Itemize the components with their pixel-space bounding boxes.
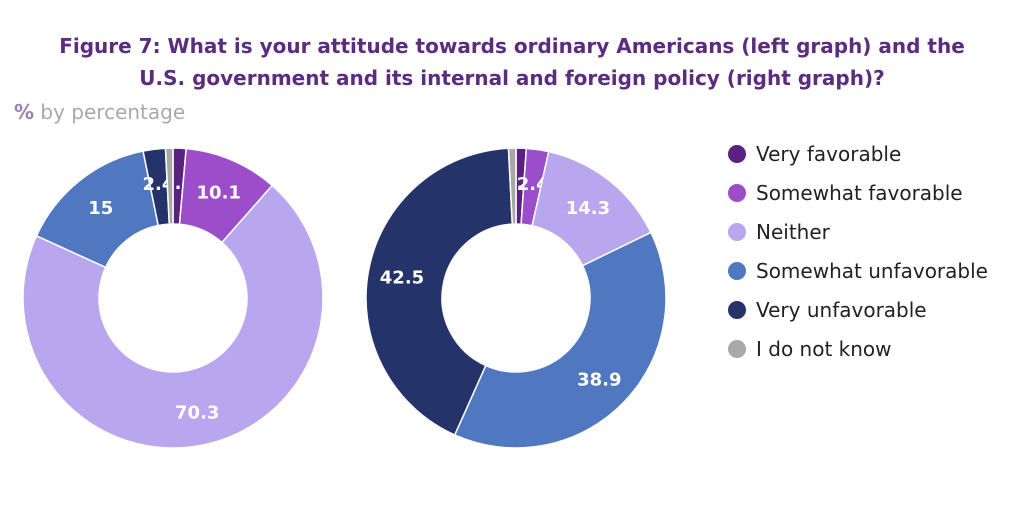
- slice-very-unfavorable: [365, 147, 514, 436]
- legend-item-very-favorable: Very favorable: [728, 134, 988, 173]
- legend-item-very-unfavorable: Very unfavorable: [728, 290, 988, 329]
- data-label-somewhat-unfavorable: 15: [88, 198, 113, 219]
- legend-label: I do not know: [756, 336, 892, 361]
- legend-label: Somewhat favorable: [756, 180, 963, 205]
- chart-title: Figure 7: What is your attitude towards …: [0, 30, 1024, 94]
- legend-item-somewhat-favorable: Somewhat favorable: [728, 173, 988, 212]
- donut-chart-2: 1.12.414.338.942.5: [365, 147, 667, 449]
- legend-label: Neither: [756, 219, 830, 244]
- legend-label: Very unfavorable: [756, 297, 927, 322]
- data-label-somewhat-favorable: 10.1: [197, 182, 241, 203]
- slice-somewhat-unfavorable: [453, 231, 667, 449]
- legend-item-i-do-not-know: I do not know: [728, 329, 988, 368]
- legend-swatch-icon: [728, 144, 746, 163]
- legend-swatch-icon: [728, 183, 746, 202]
- chart-title-line-1: Figure 7: What is your attitude towards …: [59, 34, 965, 58]
- slice-i-do-not-know: [507, 147, 517, 225]
- legend-swatch-icon: [728, 261, 746, 280]
- unit-note: % by percentage: [14, 100, 185, 124]
- legend-swatch-icon: [728, 222, 746, 241]
- legend-swatch-icon: [728, 300, 746, 319]
- legend-label: Somewhat unfavorable: [756, 258, 988, 283]
- chart-title-line-2: U.S. government and its internal and for…: [139, 66, 885, 90]
- legend-swatch-icon: [728, 339, 746, 358]
- unit-note-text: by percentage: [40, 100, 186, 124]
- data-label-neither: 70.3: [175, 402, 219, 423]
- legend-item-neither: Neither: [728, 212, 988, 251]
- data-label-neither: 14.3: [566, 198, 610, 219]
- data-label-very-unfavorable: 42.5: [380, 268, 424, 289]
- legend-label: Very favorable: [756, 141, 902, 166]
- legend: Very favorable Somewhat favorable Neither S…: [728, 134, 988, 368]
- slice-neither: [22, 184, 324, 449]
- legend-item-somewhat-unfavorable: Somewhat unfavorable: [728, 251, 988, 290]
- slice-i-do-not-know: [164, 147, 174, 225]
- data-label-somewhat-unfavorable: 38.9: [577, 370, 621, 391]
- percent-icon: %: [14, 100, 35, 124]
